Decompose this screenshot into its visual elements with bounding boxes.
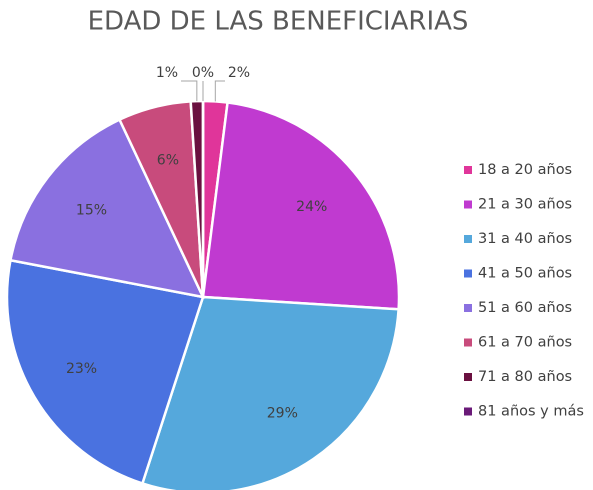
legend-swatch [464,200,472,209]
legend-label: 41 a 50 años [478,266,572,282]
data-label: 2% [228,65,250,81]
data-label: 23% [66,361,97,377]
legend-swatch [464,166,472,174]
leader-line [181,80,198,102]
legend-swatch [464,269,472,278]
leader-line [214,80,225,102]
legend-label: 21 a 30 años [478,197,572,213]
data-label: 24% [296,199,327,215]
data-label: 0% [192,65,214,81]
pie-slice [140,295,400,490]
legend-label: 81 años y más [478,404,584,420]
chart-title: EDAD DE LAS BENEFICIARIAS [88,7,469,37]
legend-label: 61 a 70 años [478,335,572,351]
pie-slice [201,101,401,311]
legend-label: 31 a 40 años [478,231,572,247]
data-label: 29% [267,406,298,422]
pie: 24% 29% 23% 15% 6% 1% 0% 2% [5,65,401,490]
legend-label: 18 a 20 años [478,162,572,178]
legend-swatch [464,338,472,347]
data-label: 6% [157,152,179,168]
legend: 18 a 20 años 21 a 30 años 31 a 40 años 41 a… [464,162,584,420]
pie-slice [9,117,206,299]
data-label: 1% [156,65,178,81]
legend-swatch [464,407,472,416]
legend-swatch [464,373,472,381]
legend-swatch [464,235,472,243]
legend-label: 51 a 60 años [478,300,572,316]
legend-label: 71 a 80 años [478,369,572,385]
data-label: 15% [76,203,107,219]
pie-slice [5,258,205,485]
legend-swatch [464,304,472,312]
